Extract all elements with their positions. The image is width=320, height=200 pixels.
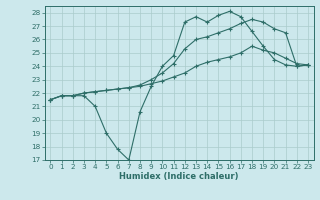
- X-axis label: Humidex (Indice chaleur): Humidex (Indice chaleur): [119, 172, 239, 181]
